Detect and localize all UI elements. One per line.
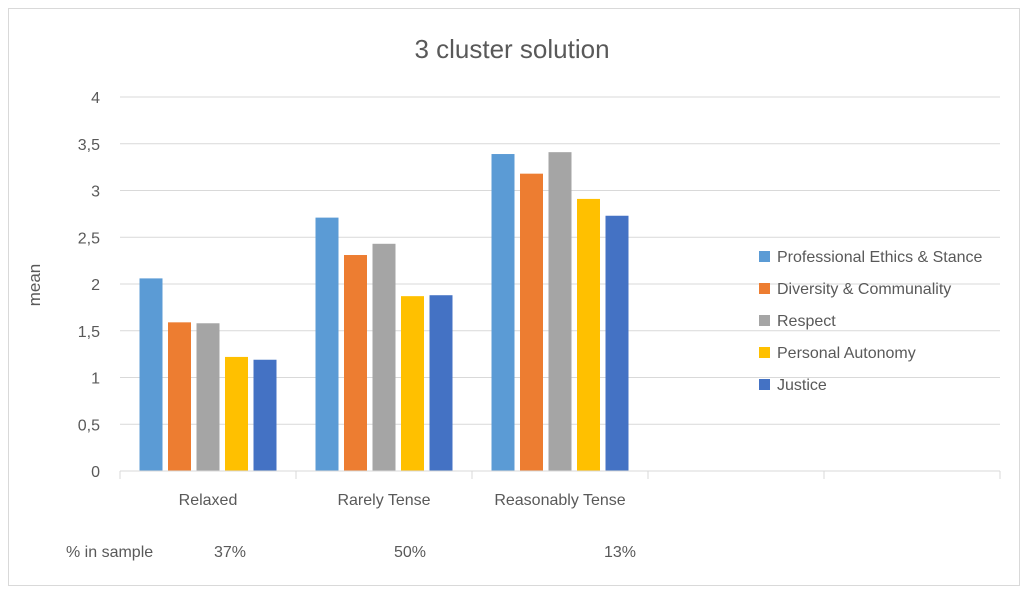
legend-swatch — [759, 315, 770, 326]
bar — [520, 173, 543, 472]
y-tick-label: 1 — [91, 371, 100, 388]
y-tick-label: 0 — [91, 464, 100, 481]
y-tick-label: 2,5 — [78, 230, 100, 247]
legend-swatch — [759, 251, 770, 262]
legend-label: Professional Ethics & Stance — [777, 249, 983, 266]
bar — [605, 215, 629, 471]
x-category-label: Reasonably Tense — [494, 492, 625, 509]
y-tick-label: 2 — [91, 277, 100, 294]
x-category-label: Relaxed — [179, 492, 238, 509]
bar — [577, 198, 600, 472]
x-axis — [119, 470, 1001, 479]
x-category-label: Rarely Tense — [337, 492, 430, 509]
bar — [491, 154, 515, 471]
bar — [429, 295, 453, 471]
legend-label: Justice — [777, 377, 827, 394]
x-axis-categories: Relaxed Rarely Tense Reasonably Tense — [179, 492, 626, 509]
y-tick-label: 1,5 — [78, 324, 100, 341]
y-axis-ticks: 0 0,5 1 1,5 2 2,5 3 3,5 4 — [78, 90, 100, 481]
y-tick-label: 3 — [91, 184, 100, 201]
y-tick-label: 4 — [91, 90, 100, 107]
legend: Professional Ethics & Stance Diversity & … — [759, 249, 983, 394]
y-tick-label: 0,5 — [78, 417, 100, 434]
bar — [344, 255, 367, 471]
bar — [225, 356, 248, 471]
bar — [168, 322, 191, 471]
bar — [253, 359, 277, 471]
bar — [548, 152, 572, 472]
bar — [401, 296, 424, 471]
bar — [372, 243, 396, 471]
sample-value: 13% — [604, 544, 636, 561]
sample-values: 37% 50% 13% — [214, 544, 636, 561]
legend-swatch — [759, 379, 770, 390]
y-tick-label: 3,5 — [78, 137, 100, 154]
legend-label: Diversity & Communality — [777, 281, 951, 298]
y-axis-label: mean — [25, 264, 44, 307]
bar — [196, 323, 220, 471]
legend-label: Personal Autonomy — [777, 345, 916, 362]
sample-value: 37% — [214, 544, 246, 561]
sample-value: 50% — [394, 544, 426, 561]
bar — [139, 278, 163, 471]
legend-swatch — [759, 347, 770, 358]
bars — [139, 152, 629, 472]
bar — [315, 217, 339, 471]
legend-label: Respect — [777, 313, 836, 330]
chart-title: 3 cluster solution — [414, 34, 609, 64]
sample-label: % in sample — [66, 544, 153, 561]
legend-swatch — [759, 283, 770, 294]
